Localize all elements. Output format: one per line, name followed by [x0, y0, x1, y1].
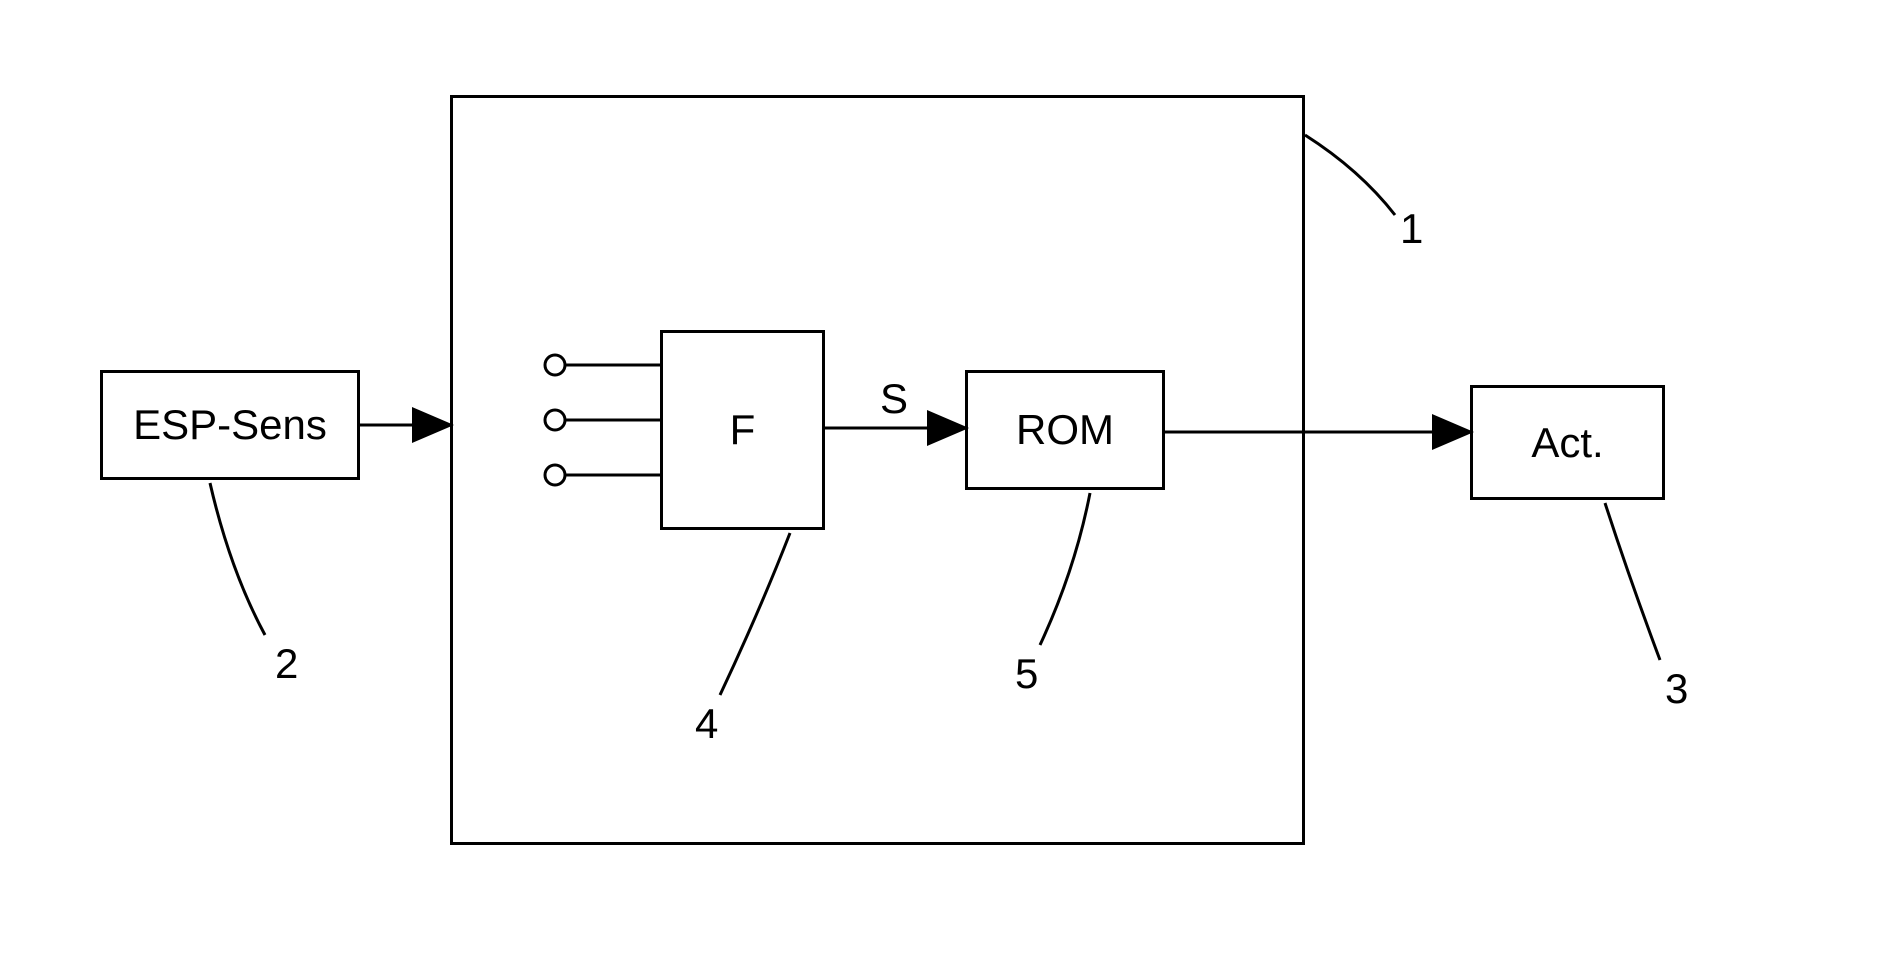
ref-1: 1: [1400, 205, 1423, 253]
f-block-label: F: [730, 406, 756, 454]
f-block: F: [660, 330, 825, 530]
act-block: Act.: [1470, 385, 1665, 500]
ref-4: 4: [695, 700, 718, 748]
rom-block: ROM: [965, 370, 1165, 490]
s-signal-label: S: [880, 375, 908, 423]
rom-block-label: ROM: [1016, 406, 1114, 454]
ref-5: 5: [1015, 650, 1038, 698]
ref-3: 3: [1665, 665, 1688, 713]
diagram-canvas: ESP-Sens F ROM Act. S 2 1 4 5 3: [0, 0, 1890, 973]
leader-2: [210, 483, 265, 635]
controller-block: [450, 95, 1305, 845]
esp-sens-label: ESP-Sens: [133, 401, 327, 449]
act-block-label: Act.: [1531, 419, 1603, 467]
esp-sens-block: ESP-Sens: [100, 370, 360, 480]
ref-2: 2: [275, 640, 298, 688]
leader-1: [1305, 135, 1395, 215]
leader-3: [1605, 503, 1660, 660]
